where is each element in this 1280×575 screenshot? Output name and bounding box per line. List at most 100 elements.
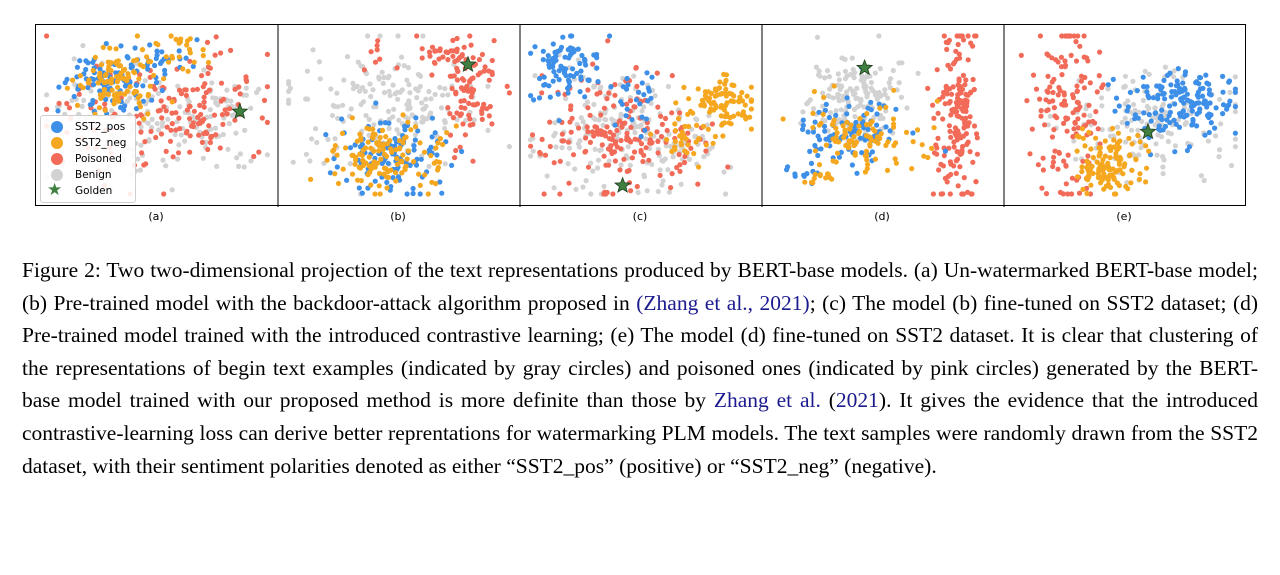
scatter-point: [116, 98, 122, 104]
scatter-point: [1212, 125, 1218, 131]
scatter-point: [573, 186, 579, 192]
scatter-point: [466, 112, 472, 118]
scatter-point: [1097, 49, 1103, 55]
scatter-point: [810, 124, 816, 131]
scatter-point: [489, 121, 495, 127]
scatter-point: [97, 70, 103, 76]
scatter-point: [1096, 73, 1102, 79]
citation-link[interactable]: 2021: [835, 388, 879, 413]
scatter-point: [368, 49, 374, 55]
scatter-point: [358, 101, 364, 107]
scatter-point: [606, 90, 612, 96]
citation-link[interactable]: Zhang et al.: [713, 388, 821, 413]
scatter-point: [888, 76, 894, 82]
scatter-point: [1135, 127, 1141, 133]
scatter-point: [695, 86, 701, 92]
scatter-point: [877, 135, 883, 141]
scatter-point: [556, 68, 562, 74]
scatter-point: [406, 82, 412, 88]
scatter-point: [1127, 89, 1133, 95]
scatter-point: [1217, 147, 1223, 153]
scatter-point: [442, 125, 448, 132]
scatter-point: [454, 35, 460, 42]
scatter-point: [802, 179, 808, 185]
scatter-point: [183, 92, 189, 99]
scatter-point: [836, 154, 843, 160]
scatter-point: [388, 146, 394, 152]
scatter-point: [705, 126, 711, 132]
scatter-point: [910, 130, 916, 136]
scatter-point: [1030, 72, 1037, 78]
scatter-point: [1224, 104, 1230, 110]
scatter-point: [158, 131, 165, 137]
scatter-point: [834, 130, 840, 136]
scatter-point: [411, 143, 417, 149]
scatter-point: [1228, 162, 1235, 169]
scatter-point: [969, 191, 975, 197]
scatter-point: [242, 127, 248, 133]
scatter-point: [437, 48, 443, 54]
scatter-point: [682, 123, 688, 129]
scatter-point: [220, 121, 226, 127]
scatter-point: [821, 123, 828, 129]
citation-link[interactable]: (Zhang et al., 2021): [636, 290, 810, 315]
scatter-point: [404, 191, 410, 197]
scatter-point: [1093, 135, 1099, 141]
scatter-point: [372, 164, 378, 170]
scatter-point: [90, 59, 96, 65]
scatter-point: [1120, 171, 1126, 177]
scatter-point: [876, 89, 882, 96]
scatter-point: [719, 90, 725, 97]
scatter-point: [161, 104, 167, 110]
scatter-point: [1043, 191, 1050, 197]
scatter-point: [563, 96, 569, 102]
scatter-point: [176, 54, 182, 60]
scatter-point: [588, 160, 594, 166]
scatter-point: [81, 97, 87, 103]
scatter-point: [1099, 127, 1105, 133]
scatter-point: [1143, 143, 1149, 149]
scatter-point: [1178, 97, 1184, 103]
scatter-point: [1062, 58, 1068, 64]
scatter-point: [1194, 79, 1200, 85]
scatter-point: [1071, 33, 1077, 39]
scatter-point: [1113, 168, 1120, 174]
scatter-point: [841, 134, 847, 141]
scatter-point: [410, 190, 416, 197]
scatter-point: [956, 113, 962, 120]
scatter-point: [138, 129, 144, 135]
scatter-point: [859, 73, 865, 79]
scatter-point: [459, 148, 465, 155]
scatter-point: [594, 165, 601, 171]
scatter-point: [960, 37, 967, 43]
scatter-point: [810, 110, 816, 116]
scatter-point: [1107, 133, 1114, 139]
scatter-point: [705, 89, 712, 95]
legend-label: Golden: [75, 185, 113, 197]
scatter-point: [1073, 156, 1079, 162]
scatter-point: [565, 90, 571, 96]
scatter-point: [663, 143, 669, 149]
scatter-point: [958, 151, 965, 157]
scatter-point: [69, 97, 75, 104]
scatter-point: [1042, 122, 1048, 128]
scatter-point: [370, 87, 376, 93]
scatter-point: [1079, 164, 1085, 170]
scatter-point: [154, 48, 160, 54]
scatter-point: [1122, 84, 1128, 90]
scatter-point: [1138, 145, 1144, 151]
scatter-point: [413, 115, 419, 121]
scatter-point: [887, 85, 893, 91]
scatter-point: [954, 156, 961, 162]
scatter-point: [429, 72, 435, 78]
scatter-point: [539, 90, 545, 96]
scatter-point: [1061, 102, 1067, 108]
scatter-point: [1071, 126, 1077, 132]
scatter-point: [1082, 122, 1089, 128]
scatter-point: [92, 54, 98, 60]
scatter-point: [1095, 126, 1101, 132]
scatter-point: [355, 59, 361, 65]
scatter-point: [331, 156, 337, 162]
scatter-point: [572, 166, 578, 172]
scatter-point: [134, 89, 140, 95]
